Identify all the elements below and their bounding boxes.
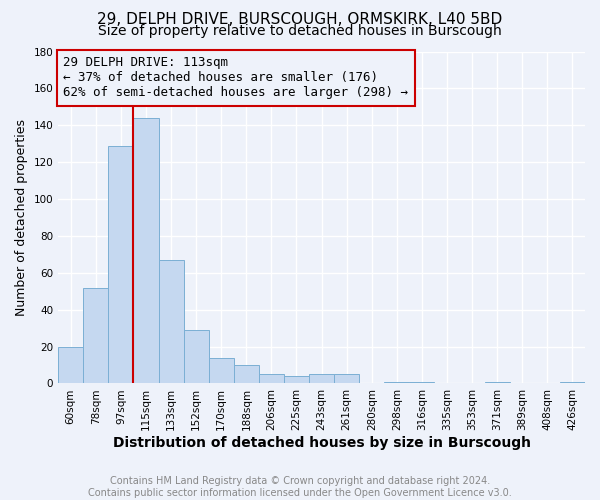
Bar [284, 376, 309, 384]
Bar [309, 374, 334, 384]
Bar [234, 365, 259, 384]
Bar [109, 146, 133, 384]
Text: Size of property relative to detached houses in Burscough: Size of property relative to detached ho… [98, 24, 502, 38]
Bar [184, 330, 209, 384]
Bar [158, 260, 184, 384]
Bar [259, 374, 284, 384]
Text: 29 DELPH DRIVE: 113sqm
← 37% of detached houses are smaller (176)
62% of semi-de: 29 DELPH DRIVE: 113sqm ← 37% of detached… [64, 56, 409, 100]
Bar [385, 382, 409, 384]
Bar [209, 358, 234, 384]
Bar [485, 382, 510, 384]
Bar [83, 288, 109, 384]
Y-axis label: Number of detached properties: Number of detached properties [15, 119, 28, 316]
Text: Contains HM Land Registry data © Crown copyright and database right 2024.
Contai: Contains HM Land Registry data © Crown c… [88, 476, 512, 498]
Bar [334, 374, 359, 384]
Bar [133, 118, 158, 384]
Bar [58, 346, 83, 384]
Bar [560, 382, 585, 384]
X-axis label: Distribution of detached houses by size in Burscough: Distribution of detached houses by size … [113, 436, 530, 450]
Text: 29, DELPH DRIVE, BURSCOUGH, ORMSKIRK, L40 5BD: 29, DELPH DRIVE, BURSCOUGH, ORMSKIRK, L4… [97, 12, 503, 28]
Bar [409, 382, 434, 384]
